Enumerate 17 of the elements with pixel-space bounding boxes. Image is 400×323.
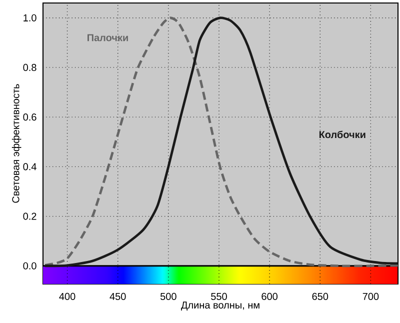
x-tick-label: 450 bbox=[110, 292, 126, 300]
text: Палочки bbox=[88, 34, 128, 42]
y-tick-label: 0.6 bbox=[23, 114, 36, 121]
x-tick-label: 700 bbox=[362, 292, 379, 300]
y-tick-label: 0.0 bbox=[23, 262, 36, 270]
x-tick-label: 600 bbox=[262, 292, 278, 300]
text: Колбочки bbox=[319, 130, 366, 138]
x-tick-label: 650 bbox=[312, 292, 328, 300]
x-axis-title: Длина волны, нм bbox=[181, 302, 260, 310]
y-tick-label: 0.8 bbox=[23, 64, 36, 72]
x-tick-label: 550 bbox=[211, 292, 227, 300]
y-axis-title: Световая эффективность bbox=[12, 84, 22, 203]
y-tick-label: 1.0 bbox=[24, 14, 36, 22]
x-tick-label: 500 bbox=[160, 292, 176, 300]
y-tick-label: 0.4 bbox=[23, 163, 36, 170]
x-tick-label: 400 bbox=[59, 292, 76, 300]
y-tick-label: 0.2 bbox=[23, 212, 36, 220]
